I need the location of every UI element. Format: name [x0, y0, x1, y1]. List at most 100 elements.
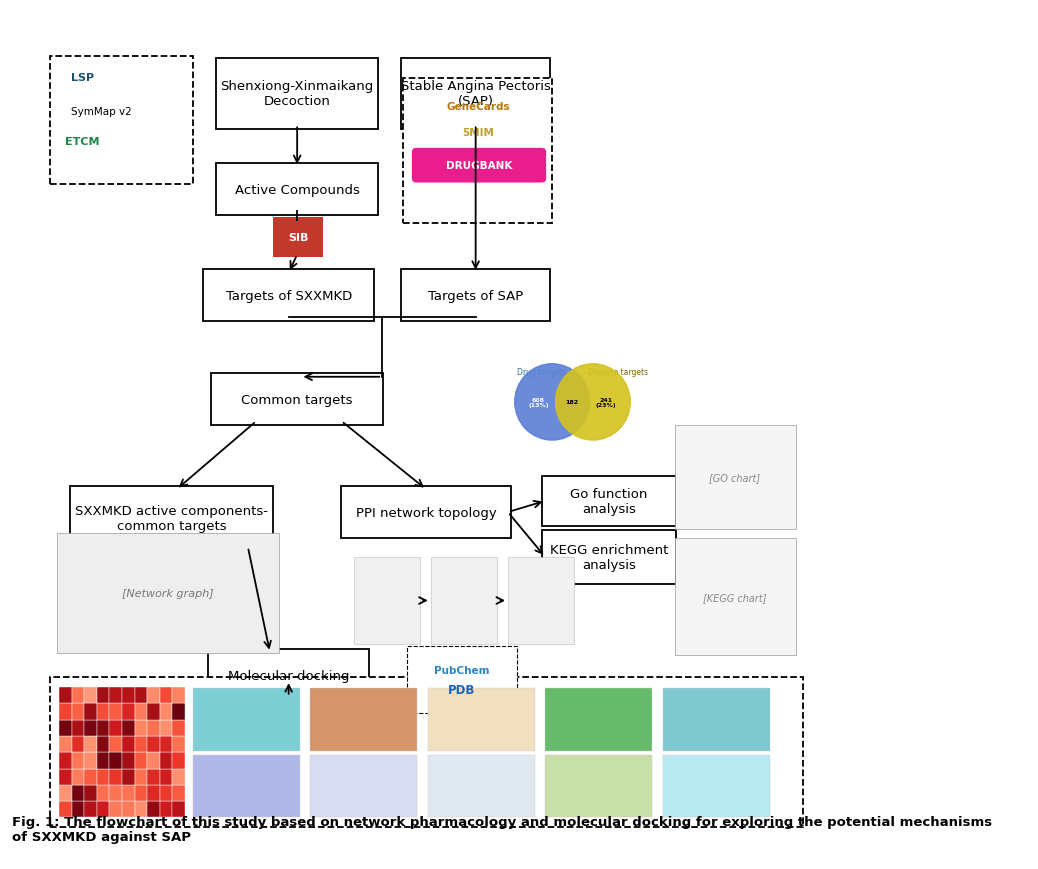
FancyBboxPatch shape — [172, 785, 185, 801]
FancyBboxPatch shape — [135, 801, 147, 818]
FancyBboxPatch shape — [59, 785, 72, 801]
FancyBboxPatch shape — [273, 218, 323, 258]
Text: 5MIM: 5MIM — [462, 128, 494, 138]
Text: [GO chart]: [GO chart] — [709, 473, 761, 483]
FancyBboxPatch shape — [404, 78, 552, 224]
FancyBboxPatch shape — [147, 785, 160, 801]
FancyBboxPatch shape — [84, 753, 97, 769]
FancyBboxPatch shape — [193, 755, 300, 818]
FancyBboxPatch shape — [675, 539, 796, 655]
FancyBboxPatch shape — [147, 720, 160, 736]
FancyBboxPatch shape — [431, 558, 497, 644]
FancyBboxPatch shape — [122, 704, 135, 720]
FancyBboxPatch shape — [109, 785, 122, 801]
Text: SymMap v2: SymMap v2 — [71, 106, 132, 116]
FancyBboxPatch shape — [545, 688, 653, 751]
FancyBboxPatch shape — [160, 753, 172, 769]
FancyBboxPatch shape — [662, 755, 770, 818]
FancyBboxPatch shape — [97, 687, 109, 704]
Text: PPI network topology: PPI network topology — [356, 506, 497, 519]
FancyBboxPatch shape — [97, 736, 109, 753]
FancyBboxPatch shape — [109, 769, 122, 785]
Text: SXXMKD active components-
common targets: SXXMKD active components- common targets — [75, 505, 268, 533]
Text: Molecular docking: Molecular docking — [228, 669, 350, 682]
FancyBboxPatch shape — [72, 704, 84, 720]
FancyBboxPatch shape — [84, 769, 97, 785]
FancyBboxPatch shape — [72, 753, 84, 769]
FancyBboxPatch shape — [135, 704, 147, 720]
FancyBboxPatch shape — [71, 486, 273, 551]
FancyBboxPatch shape — [97, 704, 109, 720]
FancyBboxPatch shape — [122, 769, 135, 785]
FancyBboxPatch shape — [412, 149, 546, 183]
FancyBboxPatch shape — [147, 736, 160, 753]
FancyBboxPatch shape — [147, 687, 160, 704]
Text: Targets of SXXMKD: Targets of SXXMKD — [225, 289, 352, 302]
FancyBboxPatch shape — [172, 704, 185, 720]
FancyBboxPatch shape — [172, 687, 185, 704]
Text: 241
(23%): 241 (23%) — [596, 397, 616, 408]
Text: [Network graph]: [Network graph] — [122, 588, 214, 598]
Circle shape — [555, 364, 630, 441]
Circle shape — [515, 364, 590, 441]
FancyBboxPatch shape — [72, 769, 84, 785]
FancyBboxPatch shape — [147, 769, 160, 785]
Text: Common targets: Common targets — [242, 394, 353, 407]
FancyBboxPatch shape — [172, 801, 185, 818]
FancyBboxPatch shape — [542, 531, 676, 584]
FancyBboxPatch shape — [402, 58, 550, 129]
FancyBboxPatch shape — [59, 720, 72, 736]
FancyBboxPatch shape — [72, 801, 84, 818]
FancyBboxPatch shape — [160, 704, 172, 720]
Text: KEGG enrichment
analysis: KEGG enrichment analysis — [550, 543, 668, 572]
FancyBboxPatch shape — [109, 801, 122, 818]
FancyBboxPatch shape — [50, 677, 802, 827]
FancyBboxPatch shape — [59, 753, 72, 769]
FancyBboxPatch shape — [160, 801, 172, 818]
FancyBboxPatch shape — [122, 720, 135, 736]
FancyBboxPatch shape — [122, 687, 135, 704]
FancyBboxPatch shape — [147, 801, 160, 818]
FancyBboxPatch shape — [50, 56, 193, 185]
FancyBboxPatch shape — [542, 476, 676, 527]
FancyBboxPatch shape — [97, 720, 109, 736]
Text: ETCM: ETCM — [65, 136, 100, 147]
FancyBboxPatch shape — [508, 558, 574, 644]
FancyBboxPatch shape — [59, 687, 72, 704]
Text: Fig. 1: The flowchart of this study based on network pharmacology and molecular : Fig. 1: The flowchart of this study base… — [11, 815, 991, 843]
FancyBboxPatch shape — [59, 704, 72, 720]
FancyBboxPatch shape — [122, 801, 135, 818]
Text: Drug targets: Drug targets — [518, 368, 567, 376]
Text: DRUGBANK: DRUGBANK — [446, 161, 512, 171]
FancyBboxPatch shape — [160, 736, 172, 753]
FancyBboxPatch shape — [109, 687, 122, 704]
FancyBboxPatch shape — [59, 769, 72, 785]
FancyBboxPatch shape — [109, 720, 122, 736]
FancyBboxPatch shape — [57, 534, 279, 653]
FancyBboxPatch shape — [545, 755, 653, 818]
FancyBboxPatch shape — [402, 270, 550, 322]
FancyBboxPatch shape — [109, 736, 122, 753]
FancyBboxPatch shape — [135, 753, 147, 769]
Text: Shenxiong-Xinmaikang
Decoction: Shenxiong-Xinmaikang Decoction — [220, 80, 374, 108]
Text: PDB: PDB — [448, 684, 475, 697]
FancyBboxPatch shape — [172, 720, 185, 736]
FancyBboxPatch shape — [135, 769, 147, 785]
FancyBboxPatch shape — [84, 801, 97, 818]
FancyBboxPatch shape — [310, 688, 417, 751]
FancyBboxPatch shape — [135, 785, 147, 801]
FancyBboxPatch shape — [109, 704, 122, 720]
FancyBboxPatch shape — [354, 558, 420, 644]
Text: Go function
analysis: Go function analysis — [570, 488, 648, 515]
Text: Targets of SAP: Targets of SAP — [428, 289, 523, 302]
FancyBboxPatch shape — [216, 164, 378, 216]
FancyBboxPatch shape — [84, 704, 97, 720]
FancyBboxPatch shape — [147, 704, 160, 720]
Text: 182: 182 — [565, 400, 578, 405]
FancyBboxPatch shape — [72, 687, 84, 704]
FancyBboxPatch shape — [97, 769, 109, 785]
FancyBboxPatch shape — [135, 687, 147, 704]
FancyBboxPatch shape — [72, 785, 84, 801]
FancyBboxPatch shape — [212, 374, 383, 426]
FancyBboxPatch shape — [160, 720, 172, 736]
